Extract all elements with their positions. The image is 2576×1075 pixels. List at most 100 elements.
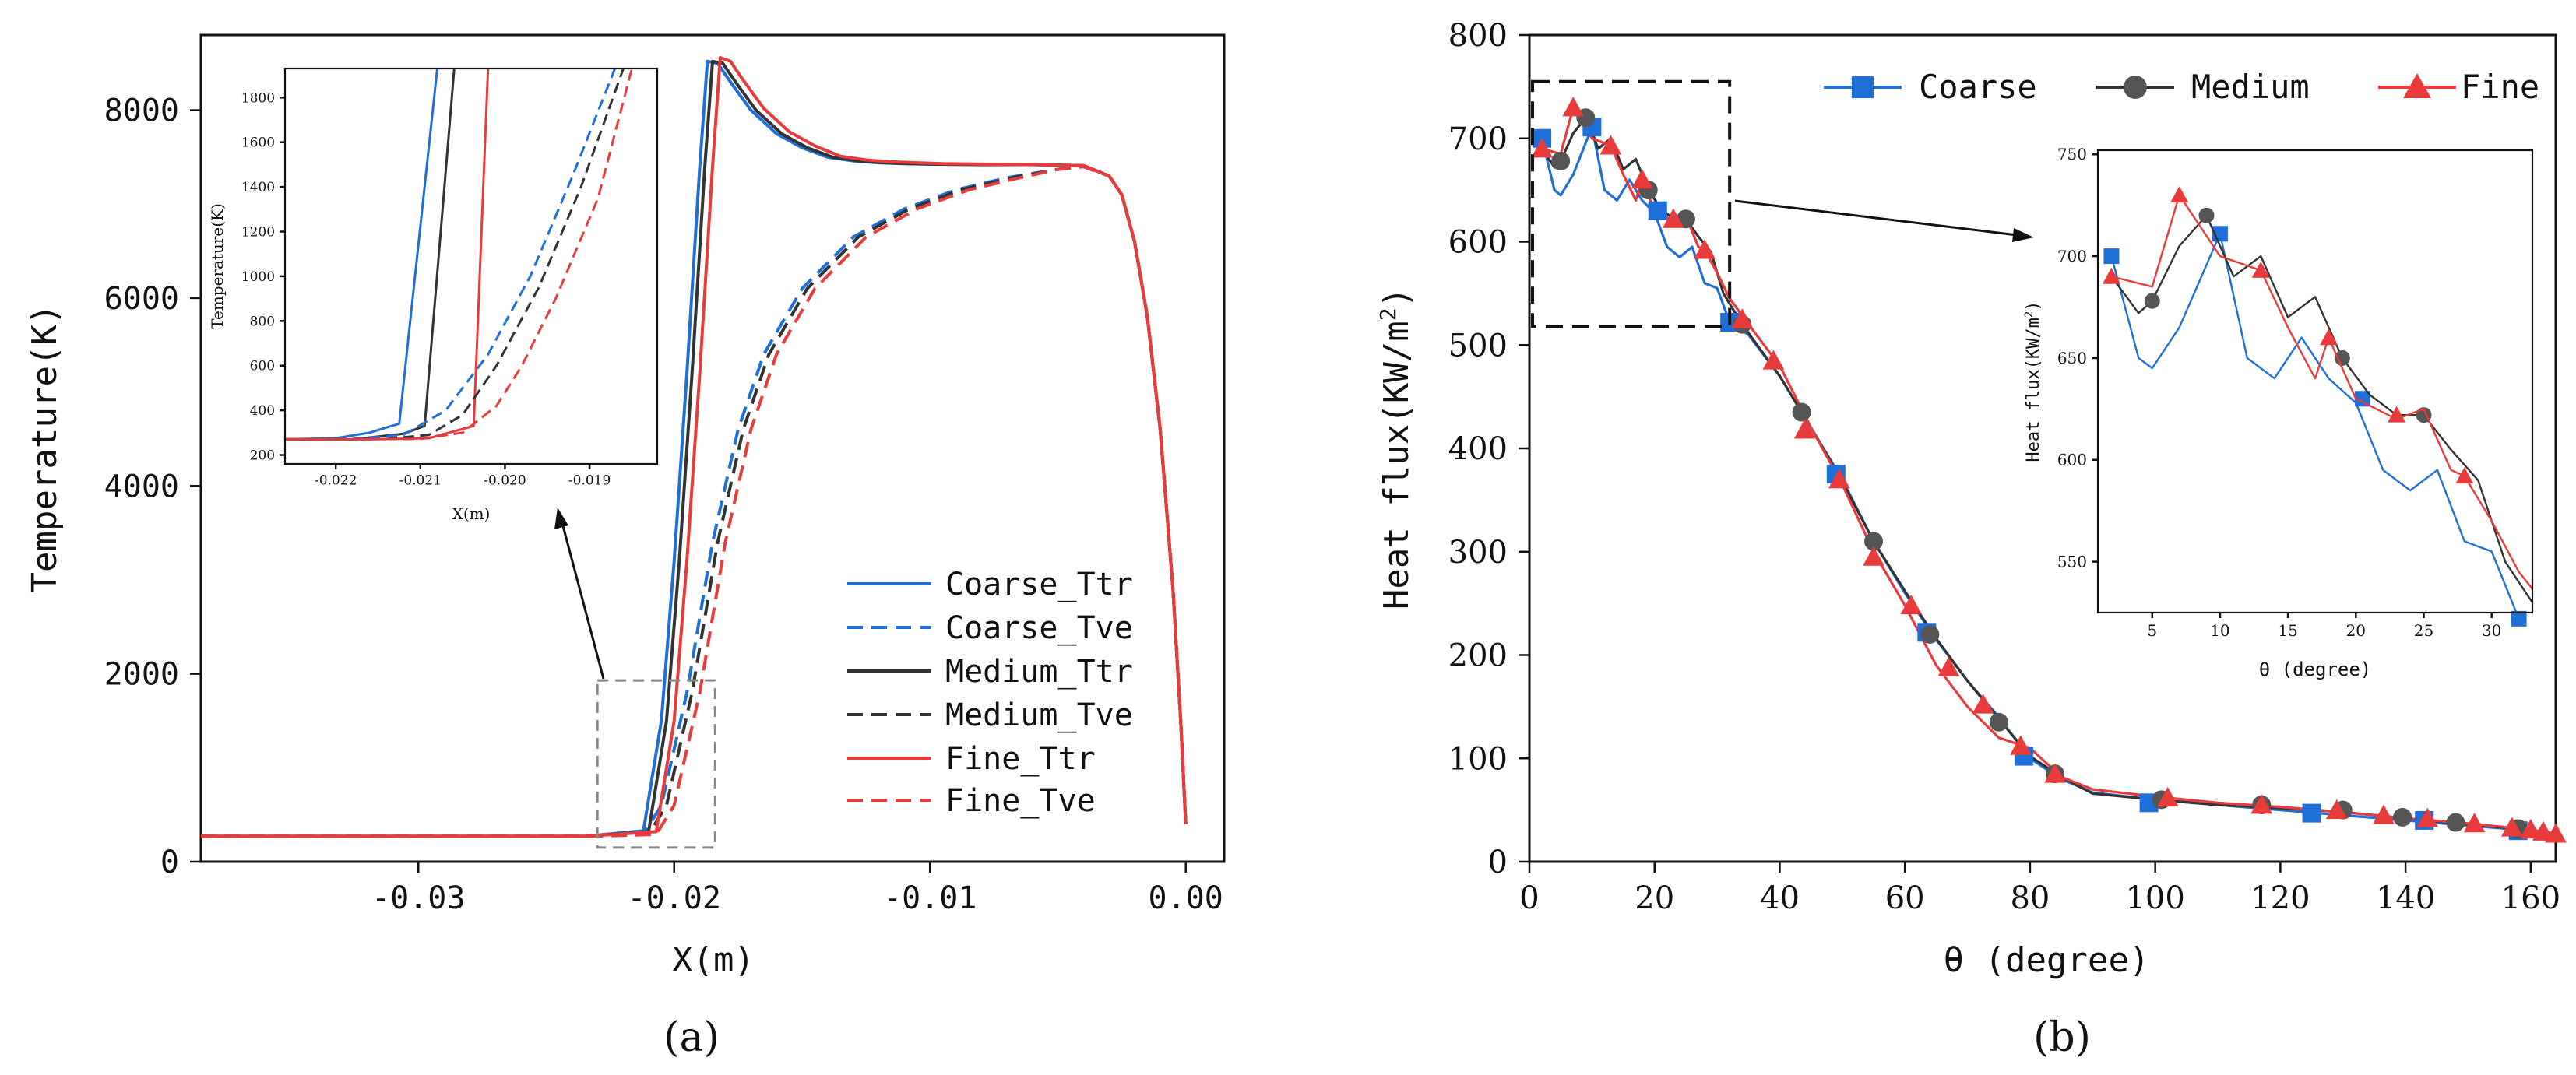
inset-marker-fine [2251, 261, 2270, 278]
panel-b-inset-y-label-close: ) [2024, 300, 2043, 311]
panel-a-inset-y-tick-label: 1600 [241, 135, 275, 151]
legend-label-medium: Medium [2191, 68, 2310, 106]
panel-b-inset-y-tick-label: 750 [2057, 145, 2087, 163]
panel-b-zoom-arrow-head [2012, 228, 2034, 242]
panel-a-inset-background [285, 69, 657, 464]
panel-a-inset-y-tick-label: 1800 [241, 90, 275, 106]
panel-b-y-tick-label: 200 [1448, 638, 1508, 674]
panel-a-y-tick-label: 6000 [104, 281, 179, 317]
legend-item-medium: Medium [2096, 68, 2310, 106]
marker-medium [1864, 532, 1884, 551]
legend-item-coarse-ttr: Coarse_Ttr [847, 567, 1133, 602]
inset-line-fine [2111, 194, 2532, 591]
marker-fine [1694, 239, 1716, 259]
panel-a-inset-ticks: -0.022 -0.021 -0.020 -0.019 200 400 600 800 1000… [241, 90, 611, 488]
panel-b-y-tick-label: 300 [1448, 535, 1508, 571]
panel-a-zoom-arrow-head [554, 508, 568, 529]
marker-medium [2393, 807, 2412, 827]
panel-b-inset-x-tick-label: 15 [2278, 621, 2297, 640]
panel-b-inset-y-label-main: Heat flux(KW/m [2024, 318, 2043, 462]
marker-fine [1900, 594, 1923, 615]
panel-b-y-label-close: ) [1377, 287, 1416, 308]
marker-fine [2520, 819, 2542, 839]
panel-a-legend: Coarse_Ttr Coarse_Tve Medium_Ttr Medium_… [847, 567, 1133, 819]
legend-item-fine-ttr: Fine_Ttr [847, 741, 1096, 777]
panel-b-y-tick-label: 800 [1448, 18, 1508, 54]
marker-fine [2250, 794, 2273, 814]
panel-a-zoom-box [596, 679, 716, 849]
legend-label-coarse-tve: Coarse_Tve [945, 610, 1133, 646]
panel-b-x-tick-label: 40 [1760, 880, 1800, 916]
panel-b-y-tick-label: 100 [1448, 741, 1508, 777]
marker-medium [1792, 402, 1811, 422]
panel-a-inset-y-tick-label: 800 [250, 314, 275, 329]
panel-a-inset-x-tick-label: -0.019 [568, 473, 611, 489]
inset-marker-fine [2102, 267, 2120, 284]
legend-item-fine-tve: Fine_Tve [847, 783, 1096, 819]
panel-b-inset-y-tick-label: 650 [2057, 349, 2087, 367]
inset-marker-fine [2455, 467, 2474, 484]
inset-marker-fine [2388, 406, 2406, 423]
panel-b-x-tick-label: 0 [1519, 880, 1539, 916]
panel-a-x-tick-label: -0.02 [628, 880, 721, 916]
panel-a-series [201, 56, 1188, 838]
legend-label-coarse-ttr: Coarse_Ttr [945, 567, 1133, 602]
panel-a-inset-y-tick-label: 1000 [241, 269, 275, 285]
legend-label-medium-ttr: Medium_Ttr [945, 654, 1133, 690]
panel-b-inset-x-label: θ (degree) [2259, 659, 2372, 680]
panel-a-x-tick-label: 0.00 [1149, 880, 1223, 916]
panel-a-inset-y-tick-label: 200 [250, 448, 275, 463]
panel-a-inset-y-tick-label: 1400 [241, 180, 275, 195]
panel-b-x-tick-label: 140 [2376, 880, 2435, 916]
legend-label-fine: Fine [2461, 68, 2539, 106]
panel-a-ticks: -0.03 -0.02 -0.01 0.00 0 2000 4000 6000 8000 [104, 93, 1223, 916]
panel-b-x-tick-label: 80 [2010, 880, 2050, 916]
panel-a-inset-y-tick-label: 600 [250, 359, 275, 374]
inset-marker-fine [2170, 186, 2189, 203]
panel-b-y-tick-label: 400 [1448, 431, 1508, 467]
panel-b-inset-x-tick-label: 30 [2482, 621, 2501, 640]
panel-b-inset-frame [2096, 149, 2534, 614]
panel-b-inset-x-tick-label: 10 [2210, 621, 2229, 640]
inset-marker-medium [2144, 293, 2160, 309]
marker-fine [1828, 469, 1850, 489]
panel-a-inset-x-label: X(m) [452, 504, 491, 523]
marker-fine [2416, 807, 2439, 827]
inset-marker-medium [2198, 207, 2215, 223]
panel-a-x-axis-label: X(m) [672, 940, 755, 980]
legend-marker-coarse [1852, 76, 1874, 98]
inset-marker-coarse [2355, 391, 2371, 407]
marker-fine [2156, 786, 2179, 807]
marker-coarse [1648, 201, 1667, 220]
panel-b-inset: 5 10 15 20 25 30 550 600 650 700 750 θ (degree) He… [2023, 145, 2534, 680]
panel-a-y-tick-label: 2000 [104, 657, 179, 693]
marker-fine [2545, 823, 2567, 843]
panel-b-inset-x-tick-label: 5 [2147, 621, 2157, 640]
inset-marker-coarse [2103, 248, 2120, 265]
legend-label-fine-ttr: Fine_Ttr [945, 741, 1096, 777]
panel-b-y-tick-label: 0 [1488, 845, 1508, 880]
panel-b-x-tick-label: 120 [2250, 880, 2310, 916]
legend-marker-medium [2124, 76, 2147, 99]
marker-fine [2044, 763, 2066, 783]
marker-fine [1731, 308, 1754, 328]
panel-a-inset-x-tick-label: -0.021 [399, 473, 442, 489]
legend-item-medium-ttr: Medium_Ttr [847, 654, 1133, 690]
marker-fine [1663, 208, 1684, 228]
panel-b-ticks: 0 20 40 60 80 100 120 140 160 0 100 200 300 400 500 600… [1448, 18, 2560, 916]
panel-b-inset-ticks: 5 10 15 20 25 30 550 600 650 700 750 [2057, 145, 2502, 640]
marker-fine [2010, 735, 2032, 755]
marker-medium [2446, 813, 2465, 832]
marker-fine [2325, 799, 2348, 820]
panel-b-y-label-main: Heat flux(KW/m [1377, 321, 1416, 610]
panel-a-inset: -0.022 -0.021 -0.020 -0.019 200 400 600 800 1000… [208, 67, 659, 523]
marker-fine [1762, 350, 1785, 370]
legend-item-coarse: Coarse [1824, 68, 2037, 106]
panel-a-x-tick-label: -0.01 [883, 880, 977, 916]
panel-b-legend: Coarse Medium Fine [1824, 68, 2539, 106]
panel-b-inset-y-tick-label: 700 [2057, 247, 2087, 265]
panel-b-inset-y-tick-label: 600 [2057, 451, 2087, 469]
legend-marker-fine [2403, 73, 2431, 98]
marker-fine [1599, 135, 1622, 155]
